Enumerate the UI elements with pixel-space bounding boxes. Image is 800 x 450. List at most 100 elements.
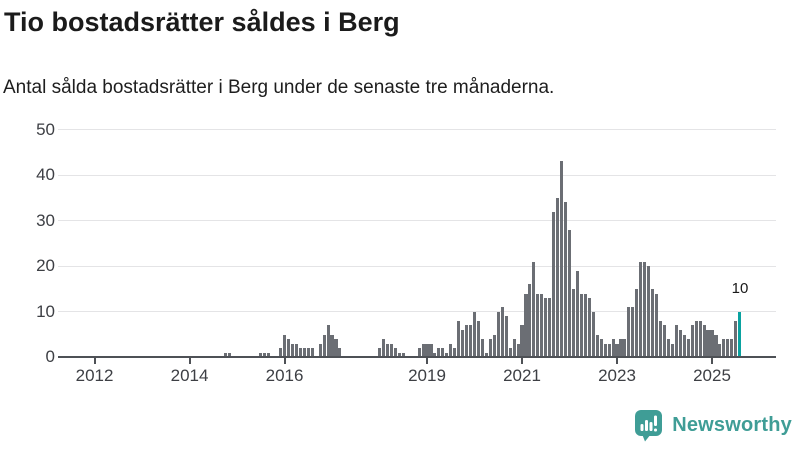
bar — [421, 343, 425, 358]
bar — [330, 334, 334, 358]
bar — [334, 339, 338, 358]
bar — [734, 320, 738, 358]
bar — [619, 339, 623, 358]
bar — [730, 339, 734, 358]
highlighted-bar-value-label: 10 — [731, 280, 749, 297]
bar — [326, 325, 330, 358]
bar — [472, 311, 477, 358]
x-axis-tick-label: 2012 — [75, 366, 114, 385]
bar — [647, 266, 651, 358]
bar — [282, 334, 287, 358]
bar — [607, 343, 611, 358]
y-gridline — [58, 129, 776, 130]
newsworthy-logo: Newsworthy — [634, 407, 792, 443]
newsworthy-logo-icon — [635, 409, 663, 441]
bar — [532, 261, 536, 358]
bar — [465, 325, 469, 358]
bar — [631, 307, 635, 358]
bar — [290, 343, 294, 358]
bar — [694, 320, 698, 358]
bar — [718, 343, 722, 358]
bar — [659, 320, 663, 358]
bar — [306, 348, 310, 358]
bar — [492, 334, 496, 358]
x-axis-tick-mark — [616, 358, 618, 365]
bar — [536, 293, 540, 358]
bar — [524, 293, 528, 358]
bar — [571, 289, 576, 358]
bar — [623, 339, 627, 358]
bar — [662, 325, 667, 358]
bar — [377, 348, 382, 358]
bar — [575, 270, 579, 358]
bar — [678, 330, 682, 358]
bar — [528, 284, 532, 358]
x-axis-tick-label: 2023 — [598, 366, 636, 385]
x-axis-tick-label: 2019 — [408, 366, 446, 385]
y-gridline — [58, 311, 776, 313]
bar — [429, 343, 433, 358]
x-axis-tick-mark — [283, 358, 286, 365]
bar — [449, 343, 453, 358]
bar — [401, 352, 405, 358]
bar — [552, 211, 556, 358]
newsworthy-brand-name: Newsworthy — [672, 413, 792, 436]
bar — [259, 352, 263, 358]
y-axis-tick-label: 50 — [36, 119, 55, 139]
bar — [294, 343, 298, 358]
x-axis-tick-mark — [521, 358, 524, 365]
bar — [393, 348, 397, 358]
chart-subtitle: Antal sålda bostadsrätter i Berg under d… — [3, 77, 555, 98]
x-axis-tick-mark — [711, 358, 713, 365]
bar — [469, 325, 473, 358]
bar — [595, 334, 599, 358]
bar — [389, 343, 393, 358]
bar — [500, 307, 504, 358]
bar — [322, 334, 326, 358]
bar — [310, 348, 314, 358]
highlighted-bar — [738, 311, 742, 358]
bar — [302, 348, 306, 358]
bar — [583, 293, 587, 358]
bar — [318, 343, 322, 358]
bar — [591, 311, 595, 358]
bar — [540, 293, 544, 358]
y-axis-tick-label: 10 — [36, 301, 55, 321]
bar — [611, 339, 615, 358]
bar — [433, 352, 437, 358]
x-axis-tick-label: 2021 — [503, 366, 541, 385]
bar — [504, 316, 508, 358]
bar — [714, 334, 718, 358]
bar — [516, 343, 520, 358]
bar — [279, 348, 283, 358]
bar — [263, 352, 267, 358]
bar — [567, 229, 572, 358]
bar — [643, 261, 647, 358]
y-axis-tick-label: 20 — [36, 256, 55, 276]
bar — [267, 352, 271, 358]
bar — [457, 320, 461, 358]
bar — [445, 352, 449, 358]
bar — [298, 348, 302, 358]
bar — [710, 330, 714, 358]
y-gridline — [58, 265, 776, 267]
x-axis-tick-label: 2014 — [170, 366, 209, 385]
bar — [635, 289, 639, 358]
y-axis-tick-label: 40 — [36, 165, 55, 185]
bar — [453, 348, 457, 358]
x-axis-tick-label: 2025 — [693, 366, 731, 385]
bar — [722, 339, 726, 358]
bar — [670, 343, 674, 358]
bar — [437, 348, 441, 358]
bar — [698, 320, 702, 358]
bar — [548, 298, 552, 358]
bar — [488, 339, 492, 358]
bar — [690, 325, 694, 358]
bar — [639, 261, 643, 358]
bar — [651, 289, 655, 358]
bar — [615, 343, 619, 358]
bar — [556, 197, 560, 358]
bar — [496, 311, 500, 358]
bar — [564, 202, 568, 358]
bar — [227, 352, 231, 358]
